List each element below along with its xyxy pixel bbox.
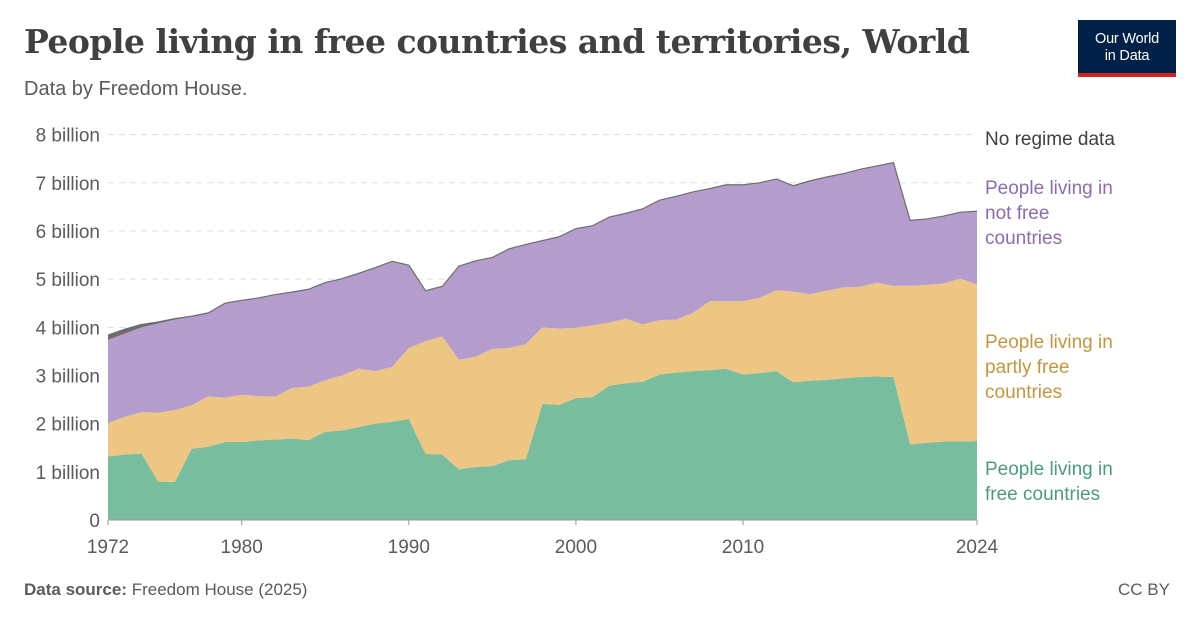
series-label-2: countries: [985, 382, 1062, 403]
area-series-2: [108, 278, 977, 482]
area-series-1: [108, 368, 977, 520]
series-label-3: People living in: [985, 178, 1113, 199]
y-tick-label: 7 billion: [36, 174, 100, 195]
series-label-3: not free: [985, 203, 1049, 224]
x-tick-label: 1990: [388, 537, 430, 558]
series-label-4: No regime data: [985, 129, 1115, 150]
y-tick-label: 8 billion: [36, 126, 100, 147]
series-label-layer: People living in free countries People liv…: [985, 129, 1115, 505]
total-outline: [107, 161, 978, 336]
chart-subtitle: Data by Freedom House.: [24, 78, 248, 100]
x-tick-label: 1972: [87, 537, 129, 558]
y-tick-label: 3 billion: [36, 366, 100, 387]
x-tick-label: 2000: [555, 537, 597, 558]
y-tick-label: 4 billion: [36, 318, 100, 339]
series-label-1: free countries: [985, 484, 1100, 505]
series-label-1: People living in: [985, 459, 1113, 480]
y-tick-label: 5 billion: [36, 270, 100, 291]
logo-accent-bar: [1078, 73, 1176, 77]
license-link[interactable]: CC BY: [1118, 580, 1170, 599]
area-layer: [107, 161, 978, 520]
data-source-text[interactable]: Freedom House (2025): [131, 580, 308, 599]
series-label-2: partly free: [985, 357, 1069, 378]
axis-layer: 0 1 billion 2 billion 3 billion 4 billion 5 b…: [36, 126, 999, 558]
x-tick-label: 2010: [722, 537, 764, 558]
data-source: Data source: Freedom House (2025): [24, 580, 307, 600]
x-tick-label: 2024: [956, 537, 999, 558]
y-tick-label: 1 billion: [36, 463, 100, 484]
data-source-label: Data source:: [24, 580, 127, 599]
chart-title: People living in free countries and terr…: [24, 22, 970, 61]
series-label-2: People living in: [985, 332, 1113, 353]
y-tick-label: 6 billion: [36, 222, 100, 243]
series-label-3: countries: [985, 228, 1062, 249]
area-series-3: [108, 162, 977, 424]
x-tick-label: 1980: [221, 537, 263, 558]
y-tick-label: 2 billion: [36, 415, 100, 436]
logo-text-line1: Our World: [1094, 31, 1159, 47]
logo-text-line2: in Data: [1104, 48, 1150, 64]
owid-logo[interactable]: Our World in Data: [1078, 20, 1176, 77]
y-tick-label: 0: [89, 511, 100, 532]
